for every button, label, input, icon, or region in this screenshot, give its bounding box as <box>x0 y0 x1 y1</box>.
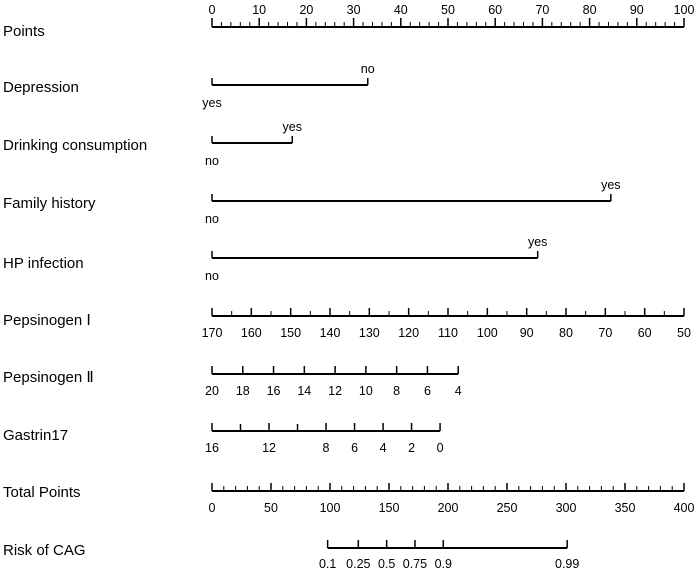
points-tick-label: 60 <box>488 3 502 17</box>
total-tick-label: 50 <box>264 501 278 515</box>
risk-tick-label: 0.25 <box>346 557 370 571</box>
pg2-tick-label: 14 <box>297 384 311 398</box>
risk-tick-label: 0.1 <box>319 557 336 571</box>
pg2-tick-label: 16 <box>267 384 281 398</box>
row-label-risk: Risk of CAG <box>3 542 86 559</box>
total-tick-label: 350 <box>615 501 636 515</box>
total-tick-label: 300 <box>556 501 577 515</box>
pg2-tick-label: 20 <box>205 384 219 398</box>
depression-level-label: yes <box>202 96 221 110</box>
g17-tick-label: 16 <box>205 441 219 455</box>
pg2-tick-label: 8 <box>393 384 400 398</box>
g17-tick-label: 6 <box>351 441 358 455</box>
pg1-tick-label: 140 <box>320 326 341 340</box>
drinking-level-label: no <box>205 154 219 168</box>
row-label-points: Points <box>3 23 45 40</box>
pg1-tick-label: 60 <box>638 326 652 340</box>
points-tick-label: 50 <box>441 3 455 17</box>
hp-level-label: yes <box>528 235 547 249</box>
pg1-tick-label: 130 <box>359 326 380 340</box>
points-tick-label: 10 <box>252 3 266 17</box>
total-tick-label: 400 <box>674 501 695 515</box>
points-tick-label: 80 <box>583 3 597 17</box>
pg1-tick-label: 70 <box>598 326 612 340</box>
row-label-hp: HP infection <box>3 255 84 272</box>
total-tick-label: 200 <box>438 501 459 515</box>
pg1-tick-label: 150 <box>280 326 301 340</box>
pg1-tick-label: 170 <box>202 326 223 340</box>
risk-tick-label: 0.9 <box>435 557 452 571</box>
family-level-label: yes <box>601 178 620 192</box>
pg2-tick-label: 10 <box>359 384 373 398</box>
total-tick-label: 100 <box>320 501 341 515</box>
total-tick-label: 0 <box>209 501 216 515</box>
pg2-tick-label: 6 <box>424 384 431 398</box>
pg2-tick-label: 12 <box>328 384 342 398</box>
points-tick-label: 30 <box>347 3 361 17</box>
pg1-tick-label: 100 <box>477 326 498 340</box>
points-tick-label: 70 <box>535 3 549 17</box>
pg1-tick-label: 120 <box>398 326 419 340</box>
drinking-level-label: yes <box>283 120 302 134</box>
row-label-g17: Gastrin17 <box>3 427 68 444</box>
g17-tick-label: 4 <box>380 441 387 455</box>
pg2-tick-label: 18 <box>236 384 250 398</box>
depression-level-label: no <box>361 62 375 76</box>
pg2-tick-label: 4 <box>455 384 462 398</box>
risk-tick-label: 0.5 <box>378 557 395 571</box>
pg1-tick-label: 160 <box>241 326 262 340</box>
risk-tick-label: 0.99 <box>555 557 579 571</box>
pg1-tick-label: 90 <box>520 326 534 340</box>
total-tick-label: 250 <box>497 501 518 515</box>
row-label-pg1: Pepsinogen Ⅰ <box>3 312 91 329</box>
pg1-tick-label: 110 <box>438 326 458 340</box>
g17-tick-label: 12 <box>262 441 276 455</box>
risk-tick-label: 0.75 <box>403 557 427 571</box>
g17-tick-label: 8 <box>323 441 330 455</box>
pg1-tick-label: 80 <box>559 326 573 340</box>
points-tick-label: 0 <box>209 3 216 17</box>
g17-tick-label: 2 <box>408 441 415 455</box>
g17-tick-label: 0 <box>437 441 444 455</box>
total-tick-label: 150 <box>379 501 400 515</box>
row-label-family: Family history <box>3 195 96 212</box>
hp-level-label: no <box>205 269 219 283</box>
points-tick-label: 40 <box>394 3 408 17</box>
row-label-total: Total Points <box>3 484 81 501</box>
pg1-tick-label: 50 <box>677 326 691 340</box>
family-level-label: no <box>205 212 219 226</box>
row-label-depression: Depression <box>3 79 79 96</box>
points-tick-label: 90 <box>630 3 644 17</box>
points-tick-label: 20 <box>299 3 313 17</box>
points-tick-label: 100 <box>674 3 695 17</box>
row-label-pg2: Pepsinogen Ⅱ <box>3 369 94 386</box>
row-label-drinking: Drinking consumption <box>3 137 147 154</box>
